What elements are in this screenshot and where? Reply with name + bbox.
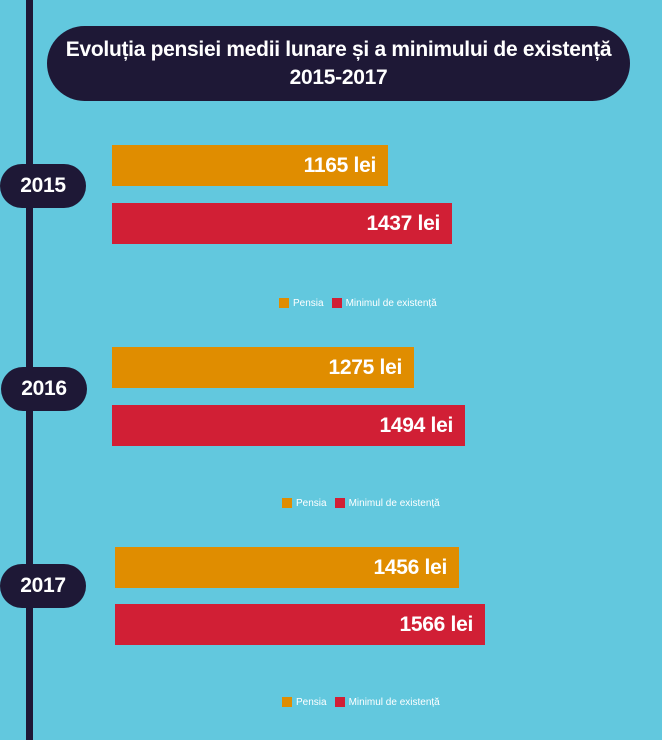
chart-title-line-1: Evoluția pensiei medii lunare și a minim… [65,37,612,61]
bar-pensia-2017: 1456 lei [115,547,459,588]
legend-label-pensia: Pensia [293,297,324,309]
legend-swatch-pensia [279,298,289,308]
bar-label-pensia-2015: 1165 lei [303,153,377,177]
year-label-2015: 2015 [0,164,86,208]
legend-swatch-minimul [334,697,345,707]
legend-2015: Pensia Minimul de existență [279,296,445,310]
legend-item-pensia: Pensia [279,298,324,309]
bar-label-minimul-2015: 1437 lei [366,211,441,235]
legend-label-minimul: Minimul de existență [348,497,440,509]
bar-minimul-2017: 1566 lei [115,604,485,645]
year-label-2017: 2017 [0,564,86,608]
bar-label-minimul-2017: 1566 lei [399,612,474,636]
legend-2017: Pensia Minimul de existență [282,695,448,709]
legend-label-minimul: Minimul de existență [345,297,437,309]
bar-minimul-2016: 1494 lei [112,405,465,446]
bar-label-minimul-2016: 1494 lei [379,413,454,437]
legend-2016: Pensia Minimul de existență [282,496,448,510]
legend-swatch-minimul [334,498,345,508]
legend-item-pensia: Pensia [282,697,327,708]
legend-item-minimul: Minimul de existență [334,696,440,708]
legend-item-minimul: Minimul de existență [334,497,440,509]
bar-label-pensia-2016: 1275 lei [328,355,403,379]
legend-label-minimul: Minimul de existență [348,696,440,708]
legend-label-pensia: Pensia [296,497,327,509]
bar-label-pensia-2017: 1456 lei [373,555,448,579]
legend-swatch-pensia [282,498,292,508]
legend-item-minimul: Minimul de existență [331,297,437,309]
year-label-2016: 2016 [1,367,87,411]
legend-swatch-pensia [282,697,292,707]
bar-minimul-2015: 1437 lei [112,203,452,244]
bar-pensia-2015: 1165 lei [112,145,388,186]
legend-item-pensia: Pensia [282,498,327,509]
chart-title-line-2: 2015-2017 [289,65,388,89]
legend-swatch-minimul [331,298,342,308]
bar-pensia-2016: 1275 lei [112,347,414,388]
chart-title: Evoluția pensiei medii lunare și a minim… [47,26,630,101]
legend-label-pensia: Pensia [296,696,327,708]
